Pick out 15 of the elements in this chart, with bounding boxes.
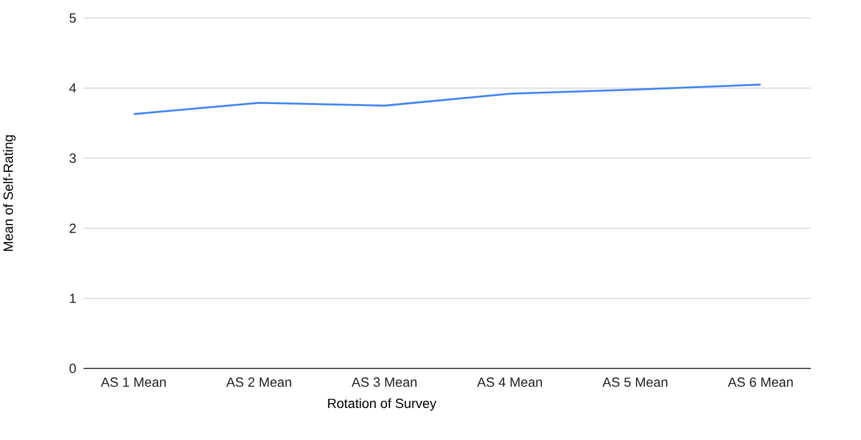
y-tick-label: 4 bbox=[69, 84, 76, 93]
x-tick-label: AS 4 Mean bbox=[477, 378, 542, 388]
y-tick-label: 2 bbox=[70, 224, 76, 234]
y-axis-title: Mean of Self-Rating bbox=[3, 136, 16, 252]
x-tick-label: AS 3 Mean bbox=[352, 378, 417, 388]
x-tick-label: AS 6 Mean bbox=[728, 378, 793, 388]
x-tick-label: AS 2 Mean bbox=[226, 378, 292, 388]
y-tick-label: 3 bbox=[70, 154, 76, 164]
x-tick-label: AS 1 Mean bbox=[100, 378, 166, 388]
y-tick-label: 5 bbox=[70, 14, 76, 23]
y-tick-label: 0 bbox=[70, 364, 76, 374]
y-tick-label: 1 bbox=[70, 294, 76, 304]
x-axis-title: Rotation of Survey bbox=[328, 398, 436, 411]
x-tick-label: AS 5 Mean bbox=[602, 378, 668, 388]
line-series bbox=[132, 84, 762, 116]
